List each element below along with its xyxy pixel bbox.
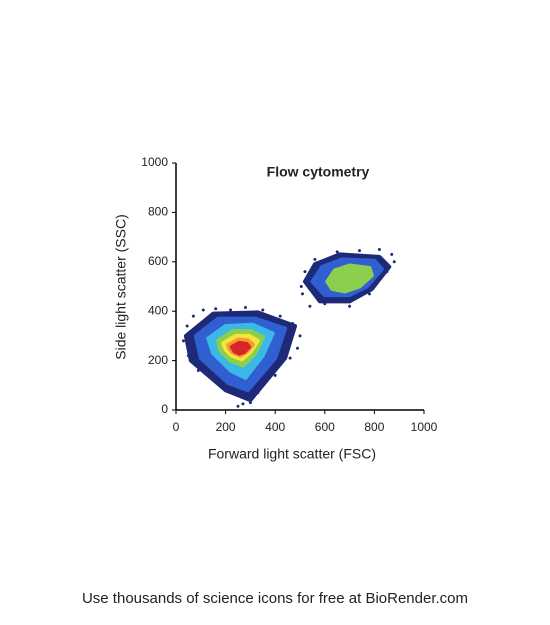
- event-dot: [278, 314, 282, 318]
- event-dot: [273, 373, 277, 377]
- event-dot: [313, 257, 317, 261]
- y-tick-label: 600: [148, 254, 168, 268]
- density-contour: [229, 340, 252, 356]
- event-dot: [201, 308, 205, 312]
- event-dot: [299, 285, 303, 288]
- event-dot: [191, 314, 195, 318]
- event-dot: [181, 339, 185, 343]
- x-tick-label: 800: [364, 420, 384, 434]
- event-dot: [248, 401, 252, 405]
- y-tick-label: 1000: [141, 155, 168, 169]
- event-dot: [296, 346, 300, 350]
- event-dot: [261, 308, 265, 312]
- event-dot: [335, 250, 339, 254]
- x-tick-label: 0: [173, 420, 180, 434]
- event-dot: [358, 249, 362, 253]
- event-dot: [241, 402, 245, 406]
- density-contour: [325, 263, 374, 294]
- event-dot: [196, 368, 200, 372]
- event-dot: [385, 270, 389, 274]
- event-dot: [390, 252, 394, 256]
- event-dot: [392, 260, 396, 264]
- event-dot: [367, 292, 371, 296]
- event-dot: [229, 308, 233, 312]
- footer: Use thousands of science icons for free …: [82, 590, 468, 607]
- event-dot: [323, 302, 327, 306]
- event-dot: [298, 334, 302, 338]
- event-dot: [236, 404, 240, 408]
- y-tick-label: 800: [148, 205, 168, 219]
- x-tick-label: 1000: [411, 420, 438, 434]
- event-dot: [303, 270, 307, 274]
- y-tick-label: 400: [148, 303, 168, 317]
- event-dot: [186, 354, 190, 358]
- event-dot: [308, 304, 312, 308]
- x-tick-label: 400: [265, 420, 285, 434]
- event-dot: [214, 307, 218, 311]
- y-tick-label: 200: [148, 353, 168, 367]
- x-axis-label: Forward light scatter (FSC): [208, 446, 376, 462]
- event-dot: [300, 292, 304, 296]
- chart-title: Flow cytometry: [267, 164, 370, 180]
- event-dot: [185, 324, 189, 328]
- x-tick-label: 600: [315, 420, 335, 434]
- y-axis-label: Side light scatter (SSC): [113, 214, 129, 360]
- event-dot: [377, 247, 381, 251]
- y-tick-label: 0: [161, 402, 168, 416]
- event-dot: [348, 304, 352, 308]
- event-dot: [256, 391, 260, 395]
- event-dot: [288, 356, 292, 360]
- event-dot: [243, 305, 247, 309]
- x-tick-label: 200: [216, 420, 236, 434]
- event-dot: [291, 322, 295, 326]
